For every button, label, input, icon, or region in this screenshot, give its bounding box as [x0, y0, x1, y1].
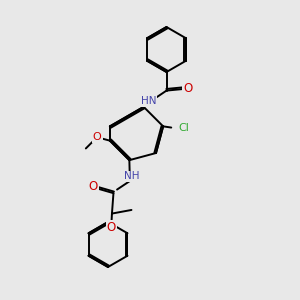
- Text: HN: HN: [141, 96, 156, 106]
- Text: Cl: Cl: [178, 123, 189, 133]
- Text: NH: NH: [124, 171, 139, 182]
- Text: O: O: [183, 82, 192, 95]
- Text: O: O: [89, 180, 98, 194]
- Text: O: O: [93, 132, 102, 142]
- Text: O: O: [107, 221, 116, 234]
